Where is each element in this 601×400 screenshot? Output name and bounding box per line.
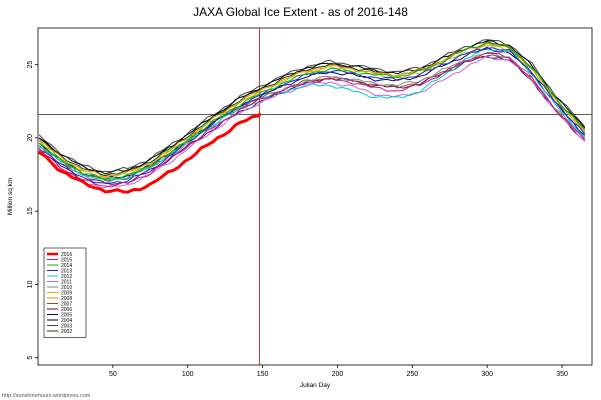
x-tick-label: 100 <box>182 371 194 378</box>
series-line-2012 <box>39 49 585 181</box>
series-line-2008 <box>39 42 585 178</box>
y-tick-label: 10 <box>27 280 34 288</box>
legend-label-2010: 2010 <box>61 285 72 291</box>
x-tick-label: 150 <box>257 371 269 378</box>
legend-label-2003: 2003 <box>61 323 72 329</box>
x-tick-label: 300 <box>481 371 493 378</box>
legend-label-2005: 2005 <box>61 312 72 318</box>
legend-label-2013: 2013 <box>61 268 72 274</box>
y-tick-label: 15 <box>27 207 34 215</box>
legend-label-2002: 2002 <box>61 329 72 335</box>
series-line-2003 <box>39 39 585 173</box>
x-axis-label: Julian Day <box>300 382 331 389</box>
x-tick-label: 200 <box>332 371 344 378</box>
series-line-2010 <box>39 51 585 184</box>
source-url: http://sunshinehours.wordpress.com <box>2 393 91 399</box>
x-tick-label: 350 <box>556 371 568 378</box>
legend-label-2004: 2004 <box>61 318 72 324</box>
chart-title: JAXA Global Ice Extent - as of 2016-148 <box>193 5 408 19</box>
legend-label-2016: 2016 <box>61 252 72 258</box>
legend-label-2011: 2011 <box>61 279 72 285</box>
y-axis-label: Million sq km <box>7 178 14 216</box>
series-line-2013 <box>39 47 585 184</box>
legend-label-2006: 2006 <box>61 307 72 313</box>
series-line-2002 <box>39 41 585 177</box>
legend-label-2012: 2012 <box>61 274 72 280</box>
series-line-2006 <box>39 56 585 185</box>
legend-label-2014: 2014 <box>61 263 72 269</box>
legend-label-2007: 2007 <box>61 301 72 307</box>
series-line-2011 <box>39 55 585 189</box>
x-tick-label: 250 <box>406 371 418 378</box>
legend-label-2015: 2015 <box>61 257 72 263</box>
legend-label-2009: 2009 <box>61 290 72 296</box>
y-tick-label: 5 <box>27 356 34 360</box>
legend-label-2008: 2008 <box>61 296 72 302</box>
y-tick-label: 20 <box>27 134 34 142</box>
y-tick-label: 25 <box>27 61 34 69</box>
series-line-2015 <box>39 52 585 188</box>
series-line-2004 <box>39 40 585 175</box>
series-line-2014 <box>39 41 585 180</box>
x-tick-label: 50 <box>109 371 117 378</box>
series-line-2007 <box>39 54 585 182</box>
plot-border <box>37 27 593 366</box>
series-line-2016 <box>38 112 262 194</box>
